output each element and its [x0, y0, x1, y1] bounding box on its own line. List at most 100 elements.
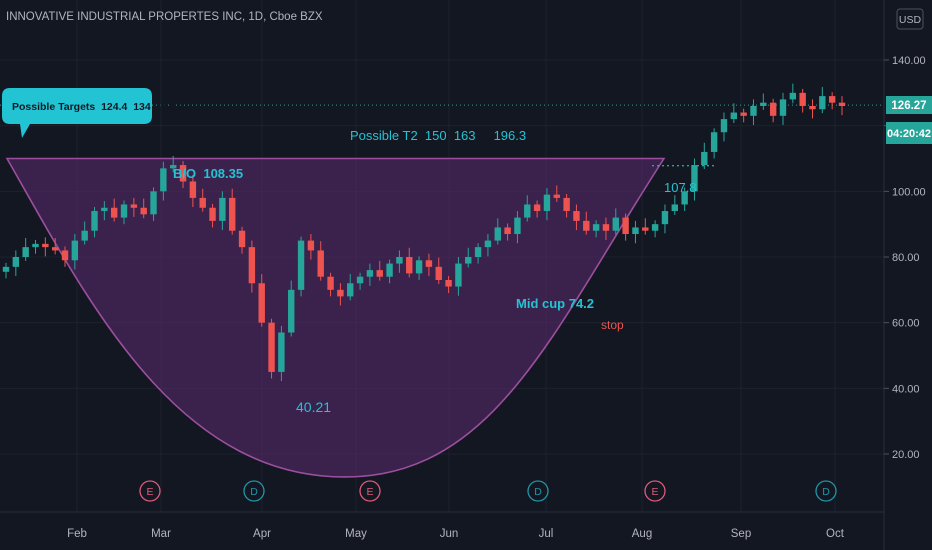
- candle: [278, 332, 285, 372]
- stop-label: stop: [601, 318, 624, 332]
- candle: [406, 257, 413, 274]
- candle: [533, 204, 541, 212]
- candle: [622, 217, 629, 235]
- candle: [435, 266, 442, 280]
- candle: [209, 207, 216, 221]
- candle: [779, 99, 787, 116]
- candle: [170, 165, 177, 169]
- event-marker-dividend[interactable]: D: [815, 480, 837, 502]
- candle: [32, 243, 39, 248]
- candle: [71, 240, 79, 261]
- time-tick-label: Apr: [253, 528, 271, 540]
- candle: [61, 250, 69, 261]
- candle: [612, 217, 619, 231]
- candle: [110, 207, 118, 218]
- event-letter: E: [366, 486, 373, 498]
- candle: [130, 204, 138, 208]
- candle: [809, 105, 816, 110]
- candle: [445, 279, 452, 287]
- currency-box[interactable]: USD: [896, 8, 924, 30]
- candle: [356, 276, 364, 284]
- candle: [396, 257, 403, 264]
- candle: [189, 181, 197, 198]
- candle: [691, 165, 698, 192]
- cup-bottom-label: 40.21: [296, 399, 331, 415]
- event-circle: [243, 480, 265, 502]
- event-marker-earnings[interactable]: E: [644, 480, 666, 502]
- candle: [769, 102, 777, 116]
- targets-callout[interactable]: Possible Targets 124.4 134 144.9: [2, 88, 183, 138]
- candle: [150, 191, 157, 215]
- event-marker-dividend[interactable]: D: [527, 480, 549, 502]
- price-tick-label: 40.00: [892, 383, 920, 395]
- candle: [317, 250, 324, 277]
- candle: [248, 247, 256, 284]
- candle: [602, 224, 610, 231]
- candle: [573, 211, 580, 221]
- candle: [632, 227, 639, 235]
- candle: [563, 197, 570, 212]
- candle: [592, 224, 600, 231]
- currency-label: USD: [899, 14, 922, 26]
- event-marker-earnings[interactable]: E: [139, 480, 161, 502]
- candle: [583, 220, 590, 231]
- price-tick-label: 80.00: [892, 252, 920, 264]
- candle: [366, 270, 374, 277]
- candle: [661, 211, 669, 225]
- candle: [160, 168, 167, 192]
- candle: [514, 217, 521, 235]
- candle: [740, 112, 747, 116]
- event-marker-dividend[interactable]: D: [243, 480, 265, 502]
- candle: [51, 247, 59, 251]
- candle: [238, 230, 246, 248]
- price-tick-label: 20.00: [892, 449, 920, 461]
- candle: [101, 207, 108, 212]
- candle: [494, 227, 501, 241]
- event-letter: E: [146, 486, 153, 498]
- event-marker-earnings[interactable]: E: [359, 480, 381, 502]
- candle: [504, 227, 511, 235]
- chart-title: INNOVATIVE INDUSTRIAL PROPERTES INC, 1D,…: [6, 11, 323, 23]
- candle: [701, 151, 708, 166]
- candle: [2, 266, 10, 272]
- countdown-value: 04:20:42: [887, 128, 931, 140]
- candle: [681, 191, 688, 205]
- candle: [229, 197, 236, 231]
- candle: [307, 240, 315, 251]
- last-price-value: 126.27: [891, 100, 926, 112]
- event-circle: [359, 480, 381, 502]
- candle: [474, 247, 482, 257]
- t2-label: Possible T2 150 163 196.3: [350, 128, 526, 143]
- time-tick-label: Oct: [826, 528, 845, 540]
- candle: [42, 243, 49, 248]
- candle: [730, 112, 738, 120]
- candle: [199, 197, 206, 208]
- time-tick-label: Sep: [731, 528, 751, 540]
- candle: [81, 230, 88, 241]
- candle: [327, 276, 334, 290]
- candle: [760, 102, 767, 106]
- time-axis[interactable]: Feb Mar Apr May Jun Jul Aug Sep Oct: [67, 528, 845, 540]
- price-tick-label: 100.00: [892, 186, 926, 198]
- candle: [12, 257, 20, 267]
- event-circle: [527, 480, 549, 502]
- event-letter: D: [250, 486, 258, 498]
- candle: [376, 270, 383, 277]
- candle: [120, 204, 128, 218]
- candle: [219, 197, 226, 221]
- candle: [288, 289, 295, 333]
- targets-label: Possible Targets 124.4 134 144.9: [12, 101, 183, 113]
- candle: [425, 260, 433, 267]
- candle: [297, 240, 305, 290]
- time-tick-label: Jul: [539, 528, 554, 540]
- candle: [268, 322, 275, 372]
- time-tick-label: Jun: [440, 528, 459, 540]
- candle: [750, 105, 757, 116]
- candle: [415, 260, 423, 274]
- event-circle: [644, 480, 666, 502]
- event-circle: [815, 480, 837, 502]
